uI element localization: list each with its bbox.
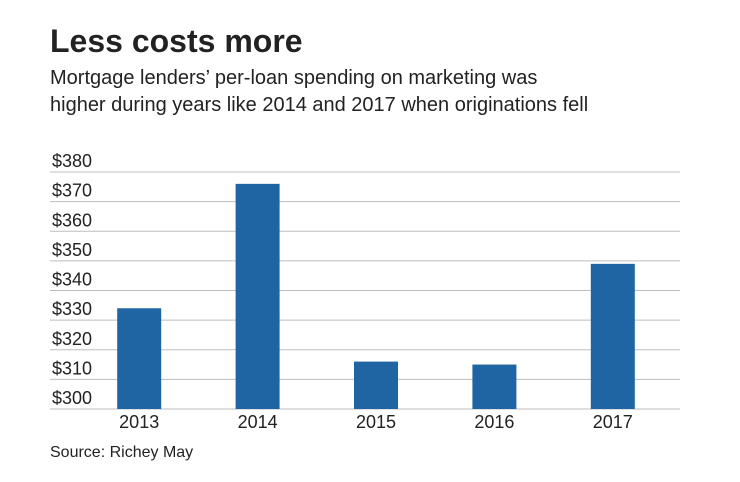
bar xyxy=(235,183,280,409)
x-tick-label: 2016 xyxy=(474,412,514,432)
source-note: Source: Richey May xyxy=(50,444,193,461)
chart-title: Less costs more xyxy=(50,23,303,59)
bar xyxy=(117,308,162,409)
x-tick-label: 2014 xyxy=(238,412,278,432)
y-tick-label: $360 xyxy=(52,210,92,230)
y-tick-label: $350 xyxy=(52,240,92,260)
bar xyxy=(590,263,635,409)
chart-subtitle: Mortgage lenders’ per-loan spending on m… xyxy=(50,67,537,89)
x-tick-label: 2015 xyxy=(356,412,396,432)
x-tick-label: 2017 xyxy=(593,412,633,432)
bar xyxy=(472,364,517,409)
y-tick-label: $330 xyxy=(52,299,92,319)
x-tick-label: 2013 xyxy=(119,412,159,432)
y-tick-label: $340 xyxy=(52,270,92,290)
y-tick-label: $310 xyxy=(52,358,92,378)
chart-subtitle: higher during years like 2014 and 2017 w… xyxy=(50,94,588,116)
y-tick-label: $380 xyxy=(52,151,92,171)
y-tick-label: $320 xyxy=(52,329,92,349)
y-tick-label: $370 xyxy=(52,181,92,201)
bar xyxy=(354,361,398,409)
y-tick-label: $300 xyxy=(52,388,92,408)
